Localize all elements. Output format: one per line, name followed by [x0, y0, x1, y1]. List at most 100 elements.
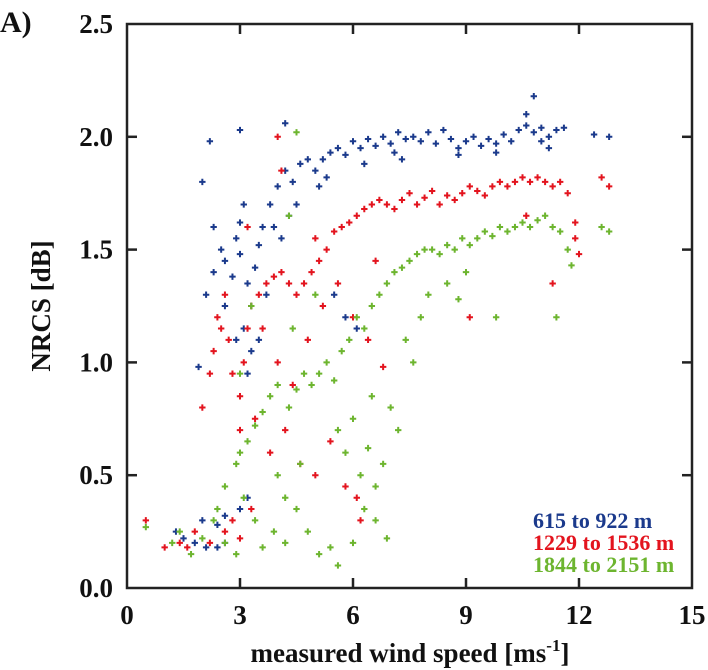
data-point [511, 223, 519, 231]
data-point [330, 228, 338, 235]
data-point [572, 235, 579, 242]
data-point [289, 178, 296, 186]
data-point [383, 280, 391, 287]
data-point [398, 156, 406, 163]
data-point [364, 336, 372, 344]
data-point [425, 291, 432, 298]
series-1 [142, 133, 613, 551]
data-point [244, 438, 251, 445]
data-point [289, 325, 296, 332]
data-point [361, 160, 368, 168]
data-point [233, 550, 240, 558]
data-point [312, 235, 319, 242]
data-point [184, 544, 191, 551]
data-point [330, 291, 338, 298]
data-point [549, 280, 556, 287]
y-axis-title: NRCS [dB] [26, 240, 56, 371]
y-tick-label: 2.5 [79, 9, 113, 39]
data-point [282, 494, 289, 501]
data-point [259, 223, 266, 231]
data-point [590, 131, 598, 138]
data-point [214, 521, 221, 529]
data-point [402, 336, 409, 344]
data-point [236, 219, 244, 226]
data-point [259, 325, 266, 332]
data-point [530, 129, 537, 136]
data-point [206, 370, 214, 377]
data-point [236, 250, 244, 258]
data-point [274, 183, 281, 190]
y-tick-label: 1.0 [79, 347, 113, 377]
data-point [297, 460, 304, 468]
data-point [240, 359, 247, 366]
data-point [161, 544, 168, 551]
data-point [199, 404, 206, 411]
data-point [236, 535, 244, 542]
y-tick-label: 0.0 [79, 573, 113, 603]
data-point [334, 562, 342, 569]
data-point [353, 494, 360, 501]
data-point [545, 144, 553, 152]
data-point [266, 201, 274, 208]
data-point [346, 336, 353, 344]
data-point [233, 235, 240, 242]
data-point [466, 314, 473, 321]
data-point [293, 129, 300, 136]
data-point [534, 217, 541, 224]
data-point [556, 228, 564, 235]
data-point [459, 190, 466, 197]
data-point [474, 235, 481, 242]
data-point [364, 135, 372, 143]
data-point [443, 280, 451, 287]
data-point [206, 138, 214, 145]
data-point [376, 196, 383, 204]
data-point [229, 370, 236, 377]
data-point [202, 544, 210, 551]
data-point [266, 449, 274, 456]
panel-label: A) [0, 6, 32, 39]
data-point [312, 291, 319, 298]
data-point [530, 92, 537, 100]
data-point [568, 262, 575, 269]
data-point [199, 178, 206, 186]
data-point [285, 280, 293, 287]
data-point [455, 144, 462, 152]
data-point [421, 194, 428, 201]
data-point [406, 257, 413, 265]
data-point [342, 151, 349, 159]
data-point [251, 415, 259, 422]
data-point [368, 201, 376, 208]
data-point [466, 183, 473, 190]
data-point [210, 347, 217, 355]
data-point [282, 426, 289, 434]
data-point [387, 140, 394, 147]
x-tick-label: 12 [566, 600, 593, 630]
data-point [511, 178, 519, 186]
data-point [391, 205, 398, 213]
data-point [496, 178, 504, 186]
data-point [214, 314, 221, 321]
data-point [327, 149, 334, 156]
points-layer [142, 92, 613, 569]
data-point [236, 505, 244, 513]
data-point [221, 528, 229, 535]
data-point [319, 156, 327, 163]
data-point [263, 280, 270, 287]
data-point [443, 192, 451, 199]
data-point [195, 363, 202, 371]
data-point [315, 370, 323, 377]
data-point [466, 241, 473, 249]
data-point [270, 528, 278, 535]
data-point [334, 426, 342, 434]
data-point [556, 178, 564, 186]
data-point [496, 223, 504, 231]
data-point [244, 280, 251, 287]
data-point [315, 550, 323, 558]
data-point [323, 246, 330, 253]
data-point [221, 539, 229, 547]
legend-entry-1844-2151: 1844 to 2151 m [533, 552, 674, 577]
data-point [169, 539, 176, 547]
data-point [312, 472, 319, 479]
data-point [349, 415, 357, 422]
data-point [553, 126, 560, 134]
